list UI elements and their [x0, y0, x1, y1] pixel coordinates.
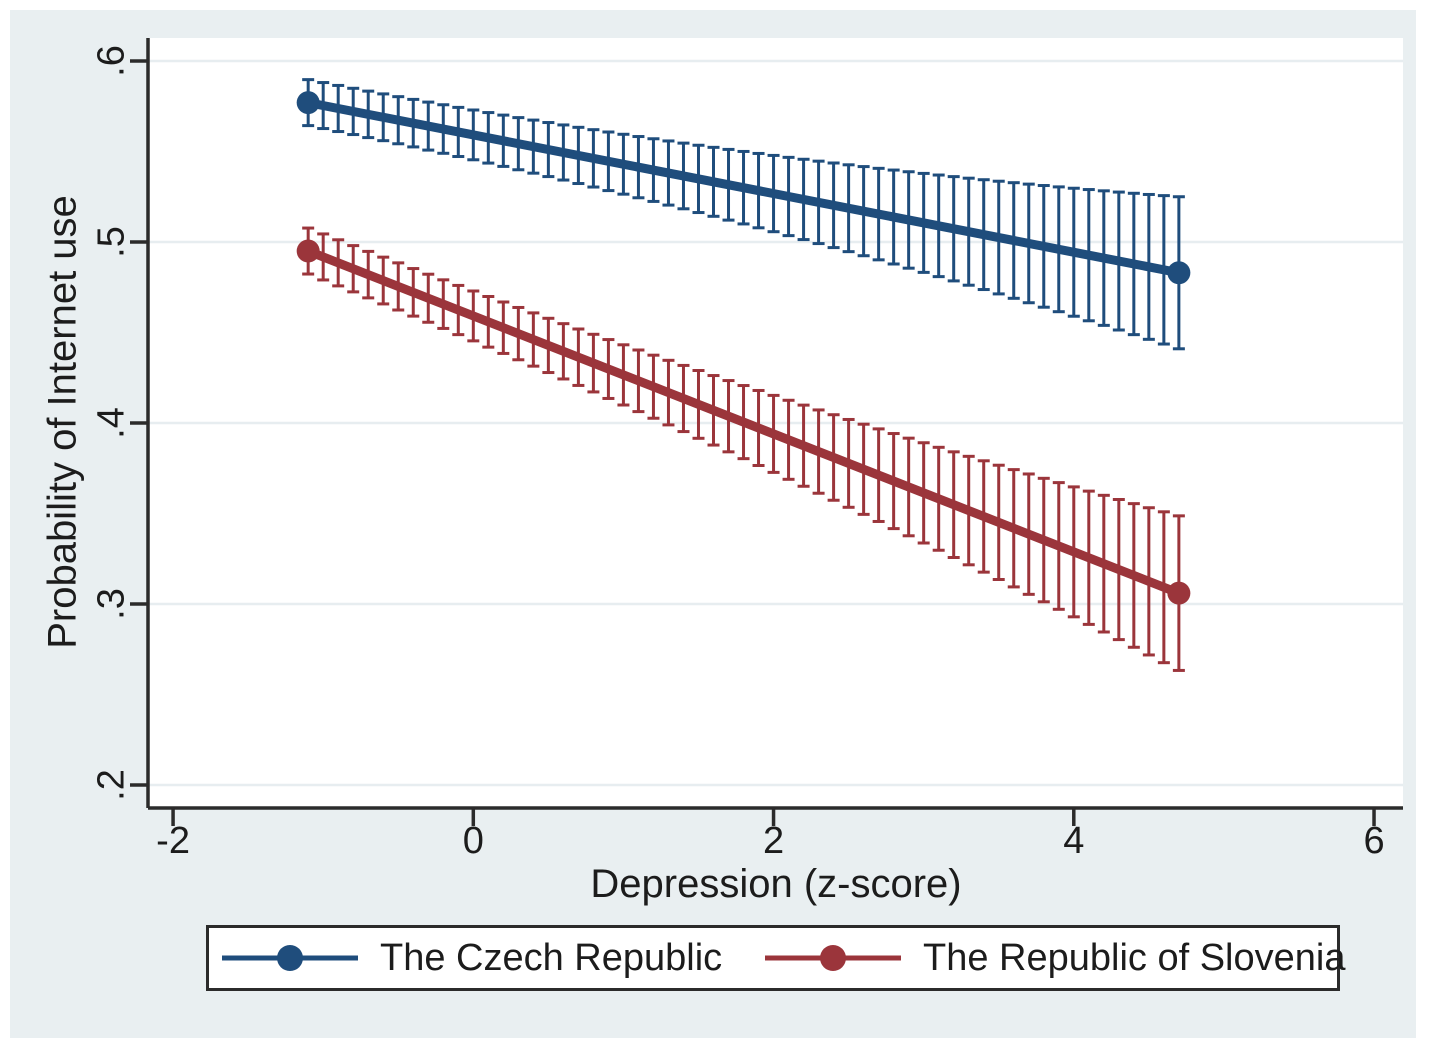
- series-0-line: [303, 98, 1184, 278]
- legend-line-dot-marker-slovenia-icon: [765, 945, 901, 971]
- legend-entry-slovenia: The Republic of Slovenia: [763, 928, 1345, 988]
- series-1-start-marker: [296, 239, 320, 263]
- series-1-line: [303, 246, 1184, 598]
- legend-label-czech-republic: The Czech Republic: [380, 936, 723, 979]
- y-tick-label: .5: [90, 226, 133, 258]
- legend: The Czech Republic The Republic of Slove…: [206, 925, 1345, 991]
- series-1-end-marker: [1167, 581, 1191, 605]
- y-tick-label: .6: [90, 45, 133, 77]
- series-0-end-marker: [1167, 261, 1191, 285]
- x-tick-label: 4: [1063, 820, 1085, 862]
- y-tick-label: .2: [90, 769, 133, 801]
- y-tick-label: .4: [90, 407, 133, 439]
- x-tick-label: 2: [762, 820, 785, 862]
- series-0-start-marker: [296, 91, 320, 115]
- y-tick-label: .3: [90, 588, 133, 620]
- x-tick-label: 6: [1363, 820, 1385, 862]
- x-tick-label: 0: [462, 820, 484, 862]
- y-axis-title: Probability of Internet use: [40, 195, 85, 649]
- x-tick-label: -2: [156, 820, 190, 862]
- legend-entry-czech-republic: The Czech Republic: [220, 928, 722, 988]
- x-axis-title: Depression (z-score): [590, 862, 962, 906]
- legend-label-slovenia: The Republic of Slovenia: [923, 936, 1346, 979]
- legend-line-dot-marker-czech-icon: [222, 945, 358, 971]
